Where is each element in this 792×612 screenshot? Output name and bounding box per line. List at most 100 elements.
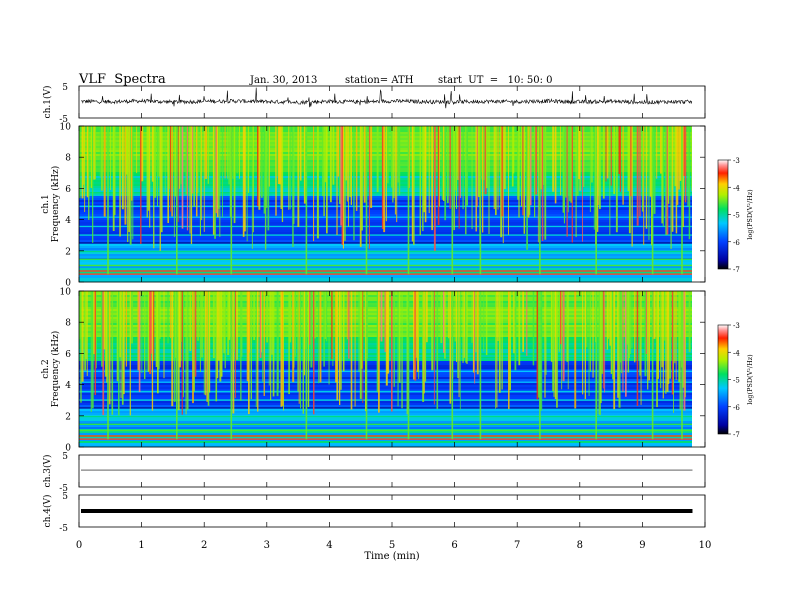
ch1-spec-band-row xyxy=(79,204,692,207)
ch2-spec-sferic xyxy=(501,291,503,390)
ch2-spec-sferic xyxy=(485,291,488,356)
ch2-spec-sferic xyxy=(608,291,609,339)
ch2-spec-band-row xyxy=(79,377,692,380)
ch1-spec-sferic xyxy=(513,126,515,174)
ch2-spec-sferic xyxy=(449,291,452,404)
ch1-spec-sferic xyxy=(94,126,96,180)
ch1-spec-sferic xyxy=(205,126,208,179)
ch1-spec-sferic xyxy=(173,126,175,237)
ch1-spec-colorbar xyxy=(717,159,729,270)
ch2-spec-sferic xyxy=(263,291,265,396)
ch1-spec-sferic xyxy=(483,126,485,181)
ch2-spec-sferic xyxy=(662,291,664,399)
ch2-spec-sferic xyxy=(509,291,511,390)
ch2-spec-sferic xyxy=(313,291,315,415)
ch2-spec-sferic xyxy=(103,291,106,350)
ch1-spec-sferic xyxy=(567,126,569,213)
ch1-spec-sferic xyxy=(541,126,544,241)
ch1-spec-band-row xyxy=(79,222,692,225)
ch1-spec-band-row xyxy=(79,196,692,199)
ch2-spec-event-9 xyxy=(595,291,597,440)
ch1-spec-ylabel-frequency: Frequency (kHz) xyxy=(50,166,61,243)
ch2-spec-sferic xyxy=(621,291,623,374)
xtick-label-9: 9 xyxy=(639,540,645,551)
ch1-spec-sferic xyxy=(146,126,148,218)
ch2-spec-sferic xyxy=(436,291,439,410)
ch1-spec-sferic xyxy=(268,126,270,187)
ch2-spec-sferic xyxy=(342,291,345,372)
ch2-spec-sferic xyxy=(417,291,419,372)
ch2-spec-sferic xyxy=(476,291,479,375)
ch2-spec-sferic xyxy=(158,291,160,370)
ch2-spec-colorbar-label: log(PSD(V²/Hz) xyxy=(746,354,754,405)
ch2-spec-sferic xyxy=(387,291,390,374)
ch1-spec-sferic xyxy=(203,126,205,232)
ch1-spec-sferic xyxy=(424,126,427,223)
ch2-spec-sferic xyxy=(307,291,310,408)
ch2-spec-narrowband-line-4 xyxy=(79,415,692,418)
ch1-ytick-bottom: -5 xyxy=(59,115,68,125)
ch1-spec-sferic xyxy=(368,126,370,249)
ch2-spec-sferic xyxy=(431,291,434,371)
ch1-spec-sferic xyxy=(543,126,545,185)
ch2-spec-sferic xyxy=(147,291,150,372)
ch2-spec-sferic xyxy=(362,291,364,403)
ch2-spec-sferic xyxy=(236,291,238,360)
ch2-spec-sferic xyxy=(456,291,457,362)
ch1-spec-sferic xyxy=(398,126,401,195)
station-label: station= ATH xyxy=(345,75,414,86)
ch1-spec-sferic xyxy=(504,126,506,190)
ch2-spec-sferic xyxy=(302,291,304,414)
ch1-spec-sferic xyxy=(370,126,373,208)
ch1-spec-sferic xyxy=(566,126,568,237)
ch1-spec-band-row xyxy=(79,246,692,249)
ch1-spec-band-row xyxy=(79,168,692,171)
ch2-spec-sferic xyxy=(586,291,588,348)
ch2-spec-sferic xyxy=(224,291,226,369)
ch1-spec-sferic xyxy=(313,126,315,242)
ch2-spec-sferic xyxy=(567,291,569,390)
ch1-spec-sferic xyxy=(227,126,229,179)
ch1-spec-sferic xyxy=(674,126,676,187)
ch1-spec-sferic xyxy=(501,126,504,217)
ch2-spec-sferic xyxy=(151,291,154,411)
ch2-spec-sferic xyxy=(631,291,633,349)
ch2-spec-event-2 xyxy=(230,291,233,440)
ch1-spec-band-row xyxy=(79,202,692,205)
ch1-spec-sferic xyxy=(279,126,282,185)
ch2-spec-sferic xyxy=(440,291,443,343)
ch2-spec-sferic xyxy=(177,291,180,411)
ch1-spec-sferic xyxy=(679,126,682,181)
ch2-spec-sferic xyxy=(297,291,299,392)
ch1-spec-narrowband-line-5 xyxy=(79,242,692,244)
ch2-spec-sferic xyxy=(80,291,82,403)
ch1-spec-band-row xyxy=(79,136,692,139)
ch1-spec-sferic xyxy=(497,126,499,210)
ch1-spec-sferic xyxy=(576,126,579,196)
ch2-spec-sferic xyxy=(203,291,205,395)
ch1-spec-band-row xyxy=(79,176,692,179)
ch1-spec-sferic xyxy=(170,126,171,212)
ch1-spec-sferic xyxy=(569,126,571,202)
ch1-spec-sferic xyxy=(275,126,277,216)
xtick-label-8: 8 xyxy=(577,540,583,551)
ch2-spec-event-0 xyxy=(107,291,109,440)
ch2-spec-sferic xyxy=(475,291,477,353)
ch1-spec-sferic xyxy=(596,126,599,232)
ch2-spec-ylabel-frequency: Frequency (kHz) xyxy=(50,331,61,408)
ch2-spec-sferic xyxy=(240,291,242,401)
ch2-spec-sferic xyxy=(170,291,171,339)
ch1-spec-band-row xyxy=(79,158,692,161)
ch1-spec-band-row xyxy=(79,150,692,153)
ch2-spec-sferic xyxy=(653,291,656,339)
ch1-spec-sferic xyxy=(258,126,261,210)
ch2-spec-sferic xyxy=(346,291,348,340)
ch1-spec-band-row xyxy=(79,130,692,133)
ch1-spec-sferic xyxy=(242,126,245,237)
ch2-spec-colorbar-ticklabel-0: -3 xyxy=(733,322,740,330)
ch1-spec-sferic xyxy=(613,126,616,195)
ch1-spec-sferic xyxy=(119,126,121,237)
ch1-spec-sferic xyxy=(193,126,195,207)
ch2-spec-band-row xyxy=(79,373,692,376)
ch1-spec-sferic xyxy=(179,126,181,189)
